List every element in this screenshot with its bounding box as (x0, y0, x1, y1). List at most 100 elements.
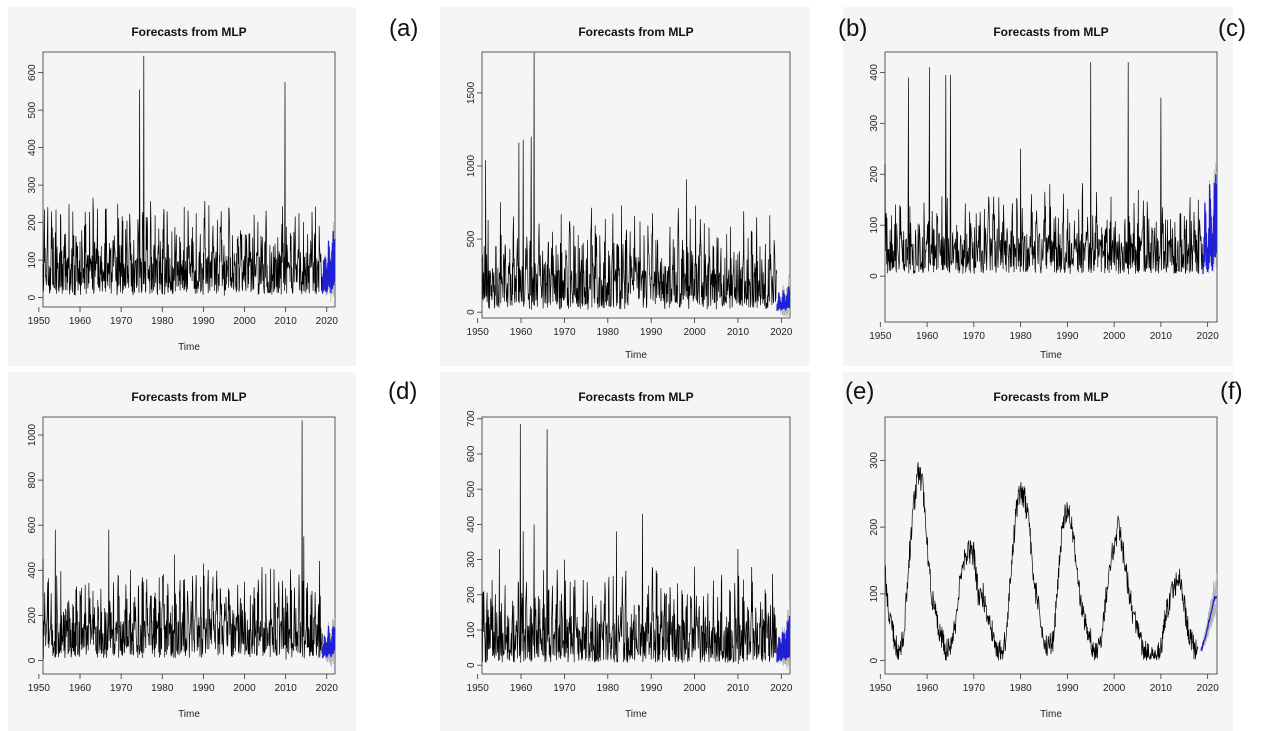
x-axis-label: Time (178, 342, 200, 353)
y-tick-label: 500 (466, 480, 477, 497)
x-tick-label: 2000 (683, 683, 706, 694)
x-axis-label: Time (1040, 709, 1062, 720)
forecast-series-line (1202, 174, 1218, 275)
x-tick-label: 2000 (233, 316, 256, 327)
x-tick-label: 2000 (1103, 683, 1126, 694)
chart-title: Forecasts from MLP (131, 390, 246, 404)
x-tick-label: 1980 (1009, 331, 1032, 342)
x-tick-label: 1980 (151, 683, 174, 694)
chart-panel-c: Forecasts from MLP 0 100 200 300 400 1950 1960 1… (843, 7, 1233, 366)
x-tick-label: 1950 (869, 331, 892, 342)
y-tick-label: 500 (466, 230, 477, 247)
x-tick-label: 1980 (597, 683, 620, 694)
history-series-line (42, 55, 323, 296)
forecast-series-line (1200, 595, 1218, 652)
x-tick-label: 1950 (869, 683, 892, 694)
x-tick-label: 1960 (916, 331, 939, 342)
y-tick-label: 0 (466, 662, 477, 668)
chart-title: Forecasts from MLP (131, 25, 246, 39)
x-tick-label: 2020 (1197, 331, 1220, 342)
panel-tag-f: (f) (1220, 378, 1243, 405)
y-tick-label: 400 (466, 516, 477, 533)
y-tick-label: 400 (27, 139, 38, 156)
history-series-line (481, 52, 777, 310)
plot-frame (481, 416, 791, 675)
chart-panel-a: Forecasts from MLP 0 100 200 300 400 500 600 195… (8, 7, 356, 366)
y-tick-label: 0 (27, 294, 38, 300)
x-tick-label: 2010 (275, 316, 298, 327)
y-tick-label: 400 (27, 562, 38, 579)
y-tick-label: 100 (466, 621, 477, 638)
y-tick-label: 200 (27, 607, 38, 624)
panel-background (8, 7, 356, 366)
panel-tag-a: (a) (389, 15, 419, 42)
x-tick-label: 1960 (69, 316, 92, 327)
y-tick-label: 200 (869, 165, 880, 182)
panel-background (440, 7, 810, 366)
x-axis-label: Time (625, 709, 647, 720)
x-tick-label: 1970 (553, 683, 576, 694)
x-tick-label: 2020 (316, 316, 339, 327)
y-tick-label: 800 (27, 471, 38, 488)
y-tick-label: 0 (466, 309, 477, 315)
forecast-series-line (776, 286, 791, 311)
plot-frame (884, 416, 1218, 675)
y-tick-label: 1000 (466, 154, 477, 177)
chart-title: Forecasts from MLP (993, 25, 1108, 39)
x-tick-label: 2010 (727, 683, 750, 694)
x-tick-label: 1990 (1056, 331, 1079, 342)
x-tick-label: 2020 (1197, 683, 1220, 694)
panel-background (440, 372, 810, 731)
x-tick-label: 1980 (597, 327, 620, 338)
forecast-series-line (322, 231, 336, 294)
x-tick-label: 2010 (1150, 683, 1173, 694)
chart-panel-d: Forecasts from MLP 0 200 400 600 800 1000 1950 1… (8, 372, 356, 731)
y-tick-label: 300 (466, 551, 477, 568)
y-tick-label: 200 (869, 518, 880, 535)
chart-title: Forecasts from MLP (578, 25, 693, 39)
x-axis-label: Time (625, 350, 647, 361)
x-tick-label: 1990 (1056, 683, 1079, 694)
x-tick-label: 1990 (640, 327, 663, 338)
x-tick-label: 1970 (553, 327, 576, 338)
y-tick-label: 200 (466, 586, 477, 603)
y-tick-label: 1500 (466, 81, 477, 104)
x-tick-label: 2000 (683, 327, 706, 338)
chart-panel-b: Forecasts from MLP 0 500 1000 1500 1950 1960 19… (440, 7, 810, 366)
panel-tag-d: (d) (388, 378, 418, 405)
y-tick-label: 100 (869, 585, 880, 602)
x-axis-label: Time (178, 709, 200, 720)
y-tick-label: 600 (466, 445, 477, 462)
chart-title: Forecasts from MLP (578, 390, 693, 404)
y-tick-label: 0 (869, 657, 880, 663)
x-tick-label: 1970 (963, 331, 986, 342)
plot-frame (42, 51, 336, 308)
x-tick-label: 2010 (727, 327, 750, 338)
x-tick-label: 2010 (1150, 331, 1173, 342)
x-tick-label: 1980 (151, 316, 174, 327)
y-tick-label: 300 (869, 452, 880, 469)
x-tick-label: 1970 (963, 683, 986, 694)
x-tick-label: 1990 (192, 316, 215, 327)
history-series-line (884, 62, 1203, 275)
y-tick-label: 1000 (27, 423, 38, 446)
x-tick-label: 2020 (770, 683, 793, 694)
chart-panel-f: Forecasts from MLP 0 100 200 300 1950 1960 1970… (843, 372, 1233, 731)
x-tick-label: 2000 (1103, 331, 1126, 342)
x-tick-label: 1950 (467, 683, 490, 694)
x-tick-label: 2000 (233, 683, 256, 694)
x-tick-label: 1960 (510, 683, 533, 694)
y-tick-label: 400 (869, 64, 880, 81)
chart-title: Forecasts from MLP (993, 390, 1108, 404)
y-tick-label: 600 (27, 516, 38, 533)
x-tick-label: 1990 (192, 683, 215, 694)
x-tick-label: 1960 (510, 327, 533, 338)
x-tick-label: 1980 (1009, 683, 1032, 694)
x-tick-label: 1960 (69, 683, 92, 694)
history-series-line (42, 420, 323, 660)
chart-panel-e: Forecasts from MLP 0 100 200 300 400 500 600 700… (440, 372, 810, 731)
x-tick-label: 1990 (640, 683, 663, 694)
y-tick-label: 500 (27, 101, 38, 118)
x-tick-label: 1950 (28, 683, 51, 694)
